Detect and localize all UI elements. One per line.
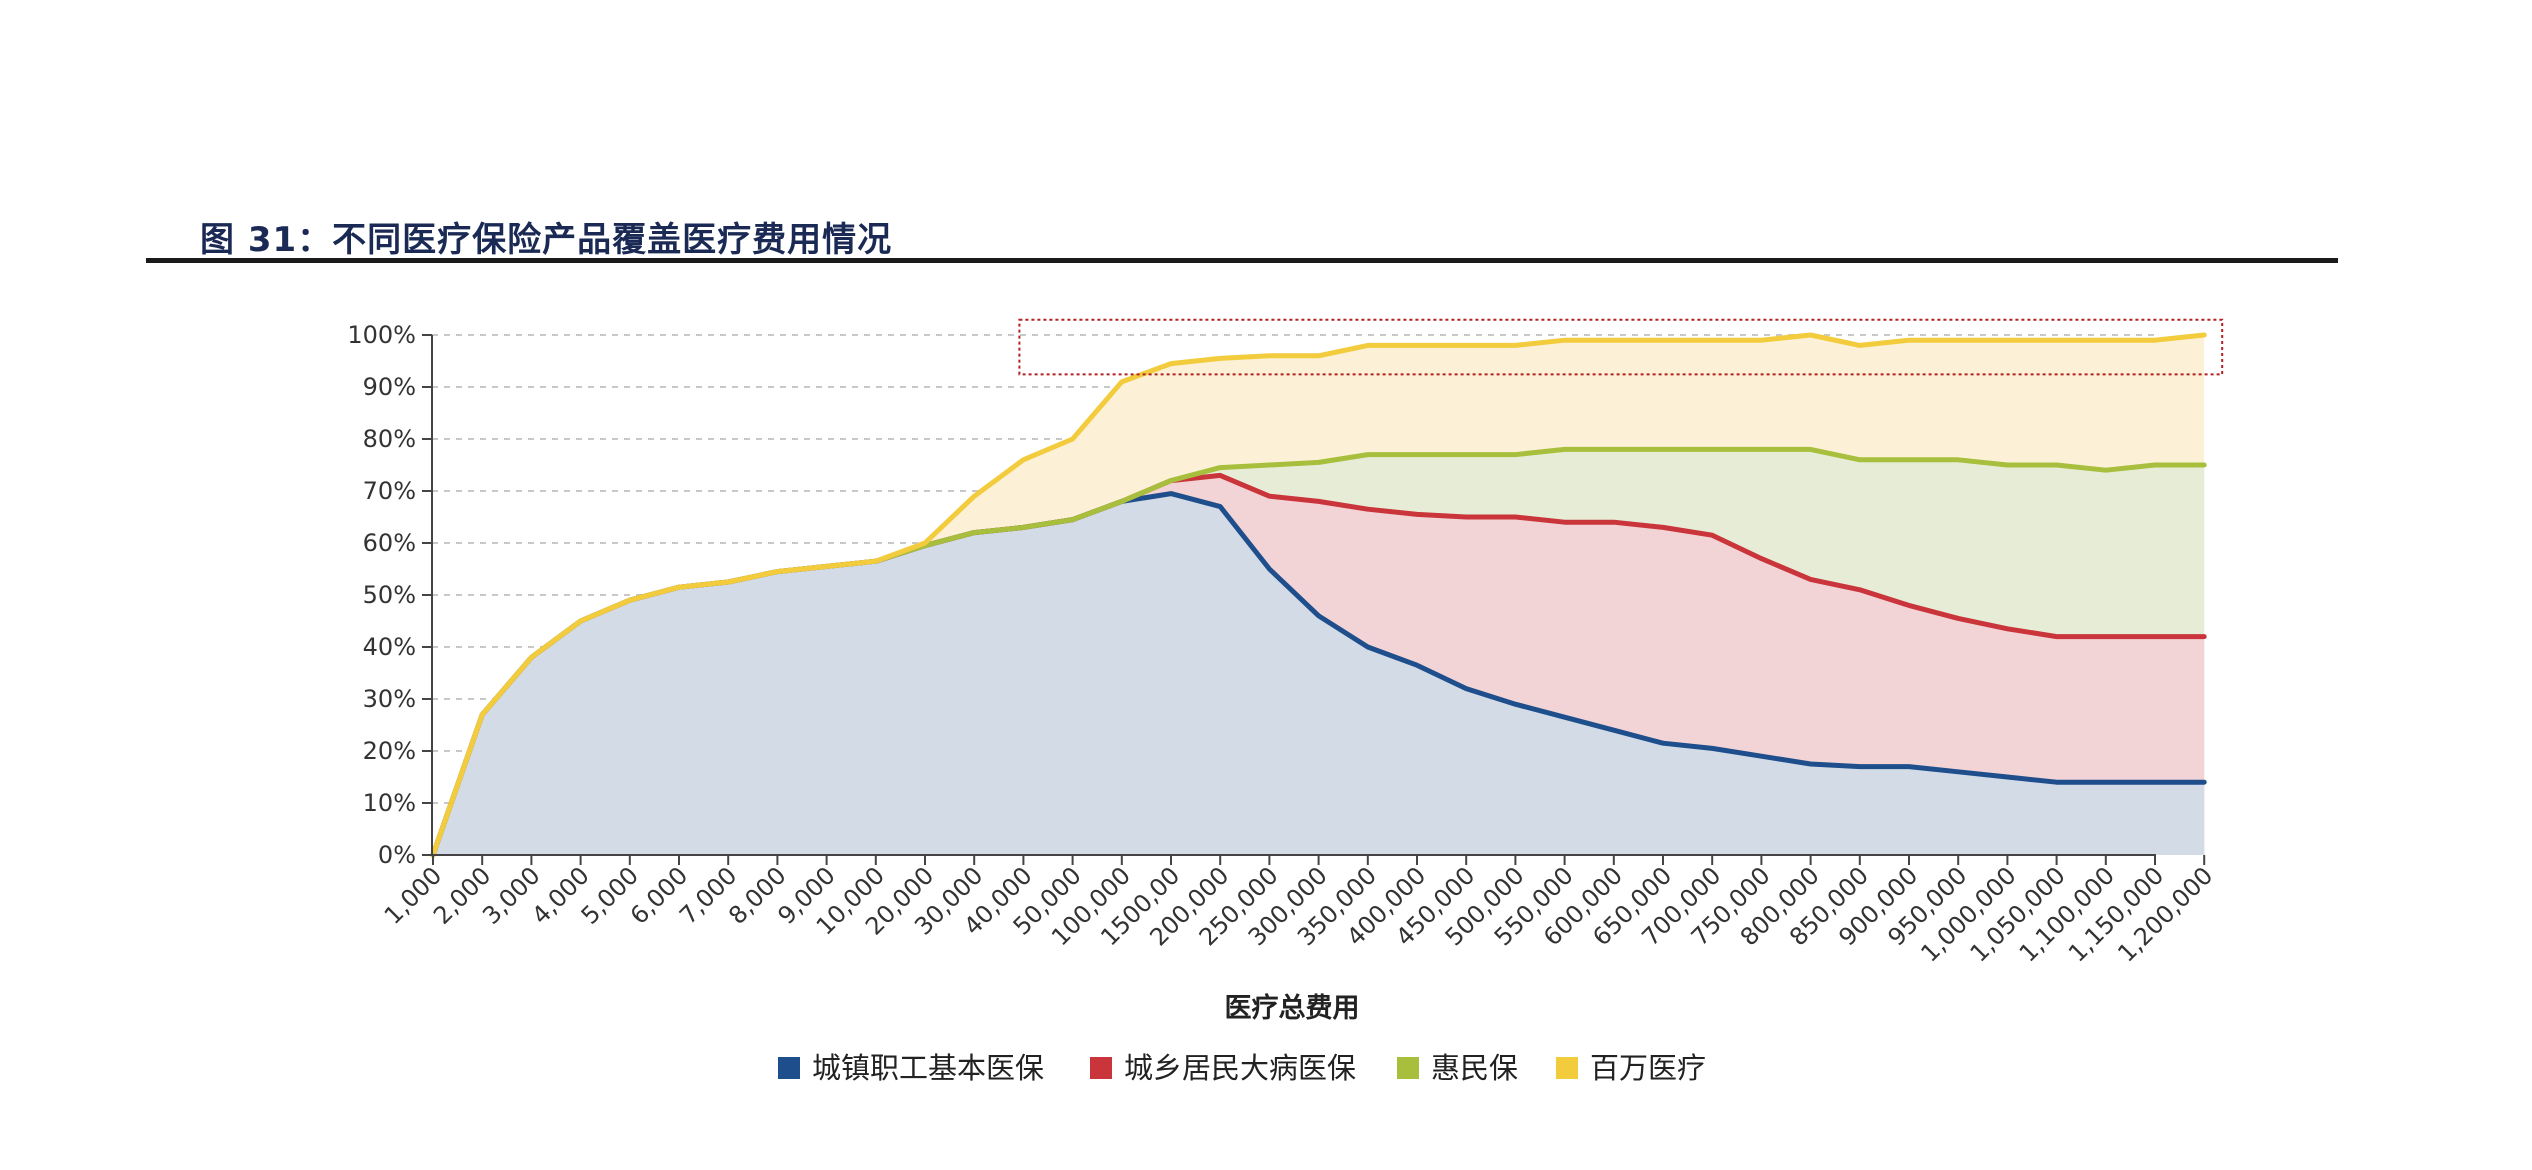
y-tick-label: 10%	[363, 789, 416, 817]
y-tick-label: 40%	[363, 633, 416, 661]
y-tick-label: 70%	[363, 477, 416, 505]
y-tick-label: 60%	[363, 529, 416, 557]
series-line	[430, 332, 2207, 858]
y-tick-label: 90%	[363, 373, 416, 401]
title-rule	[146, 258, 2338, 263]
legend-label: 百万医疗	[1590, 1051, 1706, 1085]
x-tick-labels: 1,0002,0003,0004,0005,0006,0007,0008,000…	[379, 861, 2219, 967]
y-tick-label: 50%	[363, 581, 416, 609]
y-tick-label: 20%	[363, 737, 416, 765]
legend-swatch	[1556, 1057, 1578, 1079]
y-tick-label: 80%	[363, 425, 416, 453]
figure-title: 图 31：不同医疗保险产品覆盖医疗费用情况	[200, 220, 893, 260]
y-tick-label: 100%	[347, 321, 416, 349]
legend-swatch	[1397, 1057, 1419, 1079]
legend-swatch	[1090, 1057, 1112, 1079]
series-fills	[433, 335, 2205, 855]
legend-label: 城乡居民大病医保	[1124, 1051, 1356, 1085]
legend-swatch	[778, 1057, 800, 1079]
legend-label: 惠民保	[1431, 1051, 1518, 1085]
y-tick-label: 0%	[378, 841, 416, 869]
axes	[422, 334, 2206, 865]
legend-label: 城镇职工基本医保	[812, 1051, 1044, 1085]
legend: 城镇职工基本医保 城乡居民大病医保 惠民保 百万医疗	[778, 1051, 1706, 1085]
highlight-box	[1018, 318, 2224, 376]
y-tick-label: 30%	[363, 685, 416, 713]
y-tick-labels: 0% 10% 20% 30% 40% 50% 60% 70% 80% 90% 100%	[347, 321, 416, 869]
x-axis-title: 医疗总费用	[1225, 992, 1360, 1024]
series-fill	[433, 493, 2205, 855]
series-lines	[430, 332, 2207, 858]
